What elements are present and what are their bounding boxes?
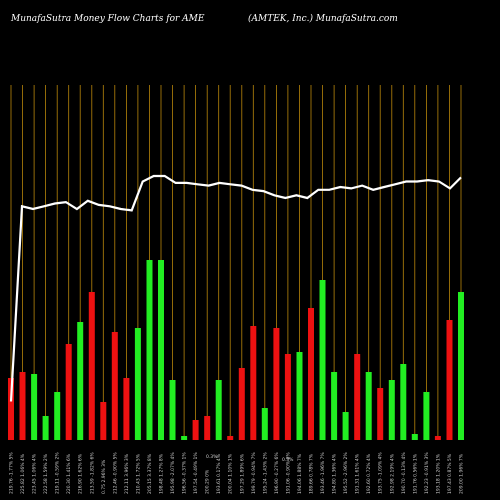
price-line xyxy=(9,174,462,402)
x-tick-label: 220.30 1.41% 6% xyxy=(66,453,72,494)
bar xyxy=(238,368,245,440)
x-tick-label: 213.59 -1.82% 6% xyxy=(89,452,95,494)
bar xyxy=(319,280,326,440)
bar xyxy=(88,292,95,440)
x-tick-label: 198.48 1.27% 8% xyxy=(159,453,165,494)
bar xyxy=(411,434,418,440)
chart-title-left: MunafaSutra Money Flow Charts for AME xyxy=(11,14,205,24)
annotations: 0.3% 0.3% xyxy=(206,454,294,463)
x-tick-label: 212.11 3.96% 3% xyxy=(124,453,130,494)
bar xyxy=(42,416,49,440)
annotation: 0.3% xyxy=(282,457,294,463)
bar xyxy=(158,260,164,440)
x-tick-label: 195.24 -1.43% 2% xyxy=(262,452,268,494)
x-tick-label: 191.31 1.61% 4% xyxy=(355,453,361,494)
x-tick-label: 196.56 -0.37% 1% xyxy=(182,452,188,494)
bar xyxy=(365,372,372,440)
bar xyxy=(65,344,72,440)
bar xyxy=(146,260,153,440)
x-tick-label: 205.15 3.37% 8% xyxy=(147,453,153,494)
x-tick-label: 209.00 1.96% 7% xyxy=(459,453,465,494)
bar xyxy=(169,380,176,440)
x-tick-label: 200.04 1.10% 1% xyxy=(228,453,234,494)
bar xyxy=(31,374,38,440)
x-tick-label: 194.80 1.36% 4% xyxy=(332,453,338,494)
x-tick-label: 219.76 -1.77% 5% xyxy=(9,452,15,494)
bar xyxy=(227,436,234,440)
bar xyxy=(354,354,361,440)
x-tick-label: 223.45 1.06% 4% xyxy=(32,453,38,494)
x-tick-label: 191.06 -0.90% 6% xyxy=(285,452,291,494)
bar xyxy=(458,292,464,440)
bar xyxy=(77,322,84,440)
bar xyxy=(434,436,441,440)
bar xyxy=(54,392,61,440)
chart-title-right: (AMTEK, Inc.) MunafaSutra.com xyxy=(248,14,398,24)
bar xyxy=(111,332,118,440)
bar xyxy=(8,378,14,440)
bar xyxy=(181,436,188,440)
bar xyxy=(423,392,430,440)
x-axis-labels: 219.76 -1.77% 5% 225.82 1.06% 4% 223.45 1.… xyxy=(9,452,465,494)
bar xyxy=(192,420,199,440)
bar xyxy=(296,352,303,440)
bar xyxy=(400,364,407,440)
x-tick-label: 190.70 -0.13% 4% xyxy=(401,452,407,494)
bar xyxy=(446,320,453,440)
bar xyxy=(308,308,314,440)
x-tick-label: 200.29 0% xyxy=(205,469,211,494)
x-tick-label: 193.61 0.17% 4% xyxy=(216,453,222,494)
bar xyxy=(204,416,211,440)
x-tick-label: 197.54 -0.49% 1% xyxy=(193,452,199,494)
x-tick-label: 192.60 0.72% 4% xyxy=(366,453,372,494)
x-tick-label: 194.06 1.88% 7% xyxy=(297,453,303,494)
bar xyxy=(123,378,130,440)
bar xyxy=(250,326,257,440)
x-tick-label: 193.75 -1.09% 4% xyxy=(378,452,384,494)
bar xyxy=(284,354,291,440)
x-tick-label: 197.29 1.89% 6% xyxy=(239,453,245,494)
x-tick-label: 212.46 -0.90% 5% xyxy=(112,452,118,494)
bar xyxy=(388,380,395,440)
x-tick-label: 195.52 -2.96% 2% xyxy=(343,452,349,494)
x-tick-label: 219.11 -0.59% 2% xyxy=(55,452,61,494)
x-tick-label: 0.75 2.96% 3% xyxy=(101,459,107,494)
x-tick-label: 210.43 1.72% 5% xyxy=(135,453,141,494)
x-tick-label: 189.66 0.78% 7% xyxy=(309,453,315,494)
bar xyxy=(377,388,384,440)
x-tick-label: 193.18 1.20% 1% xyxy=(435,453,441,494)
bar xyxy=(261,408,268,440)
x-tick-label: 195.98 -2.07% 4% xyxy=(170,452,176,494)
bar xyxy=(19,372,26,440)
bar xyxy=(215,380,222,440)
x-tick-label: 225.82 1.06% 4% xyxy=(20,453,26,494)
x-tick-label: 193.46 -1.96% 7% xyxy=(320,452,326,494)
x-tick-label: 192.23 -0.91% 3% xyxy=(424,452,430,494)
x-tick-label: 191.76 0.56% 1% xyxy=(412,453,418,494)
x-tick-label: 222.58 1.59% 2% xyxy=(43,453,49,494)
volume-bars xyxy=(8,260,464,440)
x-tick-label: 192.98 2.19% 4% xyxy=(389,453,395,494)
bar xyxy=(134,328,141,440)
bar xyxy=(342,412,349,440)
bar xyxy=(273,328,280,440)
bar xyxy=(331,372,338,440)
x-tick-label: 216.90 1.62% 6% xyxy=(78,453,84,494)
x-tick-label: 197.43 0.87% 5% xyxy=(447,453,453,494)
x-tick-label: 199.79 -0.94% 7% xyxy=(251,452,257,494)
x-tick-label: 196.90 -0.27% 6% xyxy=(274,452,280,494)
annotation: 0.3% xyxy=(206,454,218,460)
bar xyxy=(100,402,107,440)
